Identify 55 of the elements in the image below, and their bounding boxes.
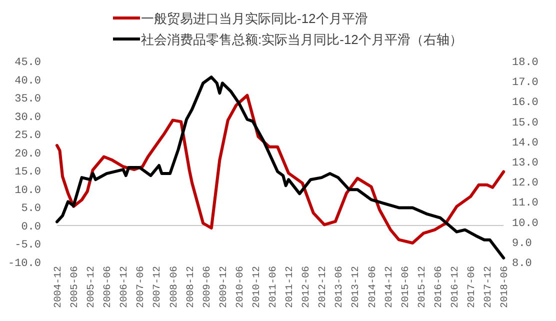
legend-label: 社会消费品零售总额:实际当月同比-12个月平滑（右轴） xyxy=(141,32,462,47)
y-tick-label: 25.0 xyxy=(14,130,41,142)
x-tick-label: 2017-06 xyxy=(467,266,478,308)
y2-tick-label: 18.0 xyxy=(512,57,538,69)
x-tick-label: 2014-06 xyxy=(368,266,379,308)
x-tick-label: 2007-06 xyxy=(136,266,148,308)
x-tick-label: 2015-06 xyxy=(400,266,412,308)
x-tick-label: 2011-06 xyxy=(268,266,280,308)
x-tick-label: 2005-06 xyxy=(70,266,82,308)
x-tick-label: 2006-06 xyxy=(103,266,114,308)
x-tick-label: 2005-12 xyxy=(86,266,98,308)
y-tick-label: 5.0 xyxy=(21,203,41,216)
y2-tick-label: 15.0 xyxy=(512,117,538,130)
y-tick-label: 20.0 xyxy=(14,148,41,160)
y-tick-label: -5.0 xyxy=(14,240,41,252)
y2-tick-label: 13.0 xyxy=(512,158,538,170)
y2-tick-label: 14.0 xyxy=(512,137,538,150)
x-tick-label: 2007-12 xyxy=(152,266,164,308)
y2-tick-label: 17.0 xyxy=(512,77,538,90)
y-tick-label: -10.0 xyxy=(8,258,41,270)
y-tick-label: 10.0 xyxy=(14,184,41,197)
x-tick-label: 2012-06 xyxy=(302,266,313,308)
y2-tick-label: 10.0 xyxy=(512,218,538,230)
x-tick-label: 2006-12 xyxy=(120,266,131,308)
x-tick-label: 2016-06 xyxy=(434,266,445,308)
line-series xyxy=(56,94,506,244)
x-tick-label: 2014-12 xyxy=(384,266,396,308)
legend-label: 一般贸易进口当月实际同比-12个月平滑 xyxy=(141,11,368,26)
x-tick-label: 2015-12 xyxy=(417,266,428,308)
y2-tick-label: 12.0 xyxy=(512,178,538,190)
x-tick-label: 2010-12 xyxy=(252,266,263,308)
y2-tick-label: 9.0 xyxy=(512,238,532,250)
y-tick-label: 0.0 xyxy=(21,221,41,234)
y-tick-label: 15.0 xyxy=(14,166,41,179)
x-tick-label: 2013-12 xyxy=(351,266,362,308)
y2-tick-label: 11.0 xyxy=(512,198,538,210)
x-tick-label: 2009-06 xyxy=(202,266,214,308)
x-tick-label: 2011-12 xyxy=(285,266,296,308)
x-tick-label: 2018-06 xyxy=(500,266,512,308)
x-tick-label: 2013-06 xyxy=(334,266,346,308)
x-tick-label: 2008-12 xyxy=(186,266,197,308)
x-tick-label: 2016-12 xyxy=(450,266,462,308)
y-tick-label: 35.0 xyxy=(14,94,41,106)
x-tick-label: 2012-12 xyxy=(318,266,330,308)
x-tick-label: 2017-12 xyxy=(484,266,495,308)
y-tick-label: 30.0 xyxy=(14,112,41,124)
x-tick-label: 2008-06 xyxy=(169,266,180,308)
line-series xyxy=(56,76,506,260)
y-tick-label: 45.0 xyxy=(14,57,41,69)
x-tick-label: 2009-12 xyxy=(218,266,230,308)
x-tick-label: 2004-12 xyxy=(54,266,64,308)
y2-tick-label: 8.0 xyxy=(512,258,532,270)
x-tick-label: 2010-06 xyxy=(235,266,246,308)
y2-tick-label: 16.0 xyxy=(512,97,538,110)
y-tick-label: 40.0 xyxy=(14,75,41,88)
